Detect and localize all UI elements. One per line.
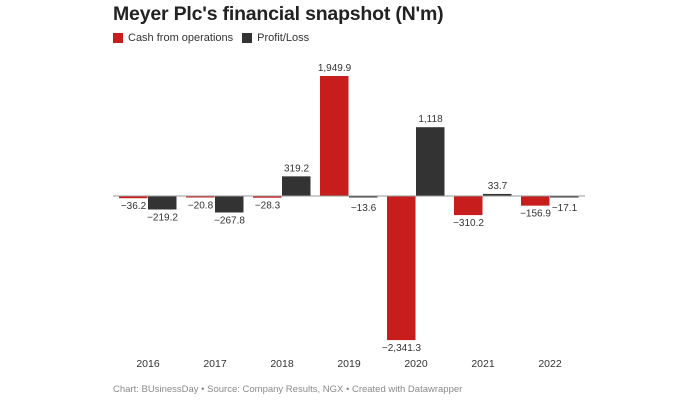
data-label: −219.2 bbox=[147, 212, 178, 223]
bar-profit-2018 bbox=[282, 176, 311, 196]
x-tick-label: 2018 bbox=[270, 358, 294, 370]
legend-label-cash: Cash from operations bbox=[128, 32, 234, 44]
data-label: −13.6 bbox=[351, 203, 377, 214]
x-tick-label: 2017 bbox=[203, 358, 227, 370]
legend: Cash from operations Profit/Loss bbox=[113, 32, 318, 44]
bar-cash-2016 bbox=[119, 196, 148, 199]
bar-cash-2022 bbox=[521, 196, 550, 206]
data-label: −28.3 bbox=[255, 201, 281, 212]
x-tick-label: 2021 bbox=[471, 358, 495, 370]
data-label: −310.2 bbox=[453, 218, 484, 229]
bar-profit-2016 bbox=[148, 196, 177, 210]
x-tick-label: 2020 bbox=[404, 358, 428, 370]
legend-item-profit: Profit/Loss bbox=[242, 32, 309, 44]
legend-swatch-profit bbox=[242, 33, 253, 43]
bar-cash-2018 bbox=[253, 196, 282, 198]
legend-item-cash: Cash from operations bbox=[113, 32, 233, 44]
bar-profit-2017 bbox=[215, 196, 244, 213]
bar-cash-2020 bbox=[387, 196, 416, 341]
data-label: 33.7 bbox=[488, 181, 508, 192]
bar-profit-2022 bbox=[550, 196, 579, 198]
chart-footer: Chart: BUsinessDay • Source: Company Res… bbox=[113, 384, 463, 395]
bar-cash-2021 bbox=[454, 196, 483, 216]
bar-cash-2017 bbox=[186, 196, 215, 198]
x-tick-label: 2022 bbox=[538, 358, 562, 370]
data-label: −36.2 bbox=[121, 201, 147, 212]
data-label: 319.2 bbox=[284, 163, 309, 174]
data-label: −2,341.3 bbox=[382, 343, 422, 354]
legend-label-profit: Profit/Loss bbox=[257, 32, 310, 44]
bar-profit-2020 bbox=[416, 127, 445, 196]
data-label: −20.8 bbox=[188, 201, 214, 212]
chart-title: Meyer Plc's financial snapshot (N'm) bbox=[113, 3, 444, 25]
bar-profit-2021 bbox=[483, 193, 512, 196]
bar-cash-2019 bbox=[320, 76, 349, 196]
data-label: 1,949.9 bbox=[318, 63, 352, 74]
data-label: −17.1 bbox=[552, 203, 578, 214]
data-label: 1,118 bbox=[418, 114, 443, 125]
bar-profit-2019 bbox=[349, 196, 378, 198]
data-label: −267.8 bbox=[214, 215, 245, 226]
legend-swatch-cash bbox=[113, 33, 123, 43]
x-tick-label: 2019 bbox=[337, 358, 361, 370]
x-tick-label: 2016 bbox=[136, 358, 160, 370]
data-label: −156.9 bbox=[520, 209, 551, 220]
